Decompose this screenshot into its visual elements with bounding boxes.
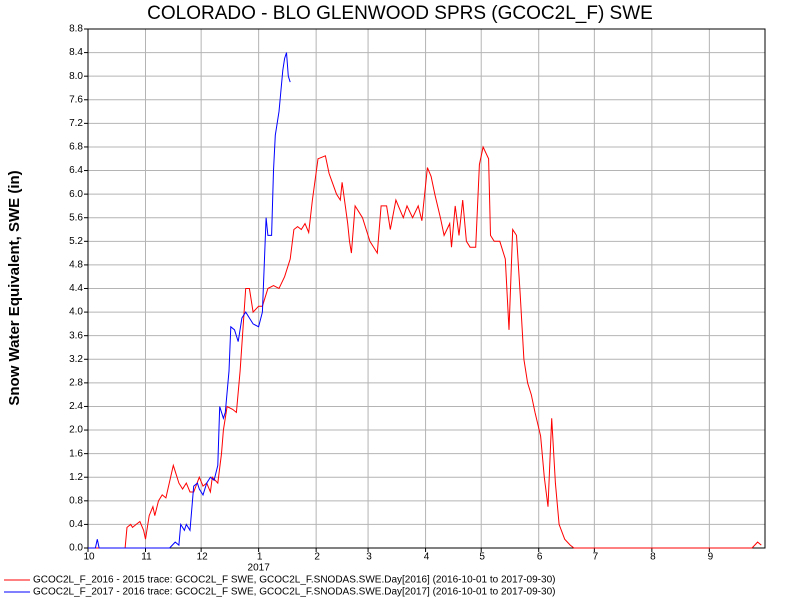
y-tick-label: 8.8: [69, 24, 83, 35]
y-tick-label: 4.4: [69, 283, 83, 294]
legend-label: GCOC2L_F_2016 - 2015 trace: GCOC2L_F SWE…: [33, 575, 555, 586]
y-tick-label: 0.8: [69, 495, 83, 506]
y-tick-label: 3.2: [69, 354, 83, 365]
y-tick-label: 6.0: [69, 189, 83, 200]
x-tick-label: 12: [197, 552, 209, 563]
x-tick-label: 4: [424, 552, 430, 563]
y-tick-label: 6.4: [69, 165, 83, 176]
y-tick-label: 4.8: [69, 260, 83, 271]
y-tick-label: 5.2: [69, 236, 83, 247]
x-tick-label: 5: [479, 552, 485, 563]
y-tick-label: 5.6: [69, 212, 83, 223]
y-tick-label: 3.6: [69, 330, 83, 341]
y-tick-label: 8.0: [69, 71, 83, 82]
y-tick-label: 4.0: [69, 307, 83, 318]
plot-frame: [87, 28, 766, 549]
y-tick-label: 2.0: [69, 425, 83, 436]
x-tick-label: 9: [708, 552, 714, 563]
data-line: [88, 145, 762, 549]
x-annotation: 2017: [248, 563, 271, 574]
y-axis-label: Snow Water Equivalent, SWE (in): [6, 170, 23, 405]
y-tick-label: 2.4: [69, 401, 83, 412]
y-tick-label: 7.2: [69, 118, 83, 129]
y-tick-label: 1.6: [69, 448, 83, 459]
y-tick-label: 0.4: [69, 519, 83, 530]
y-tick-label: 6.8: [69, 142, 83, 153]
x-tick-label: 11: [141, 552, 152, 563]
x-tick-label: 1: [257, 552, 263, 563]
chart-title: COLORADO - BLO GLENWOOD SPRS (GCOC2L_F) …: [147, 3, 653, 24]
y-tick-label: 8.4: [69, 47, 83, 58]
x-tick-label: 3: [366, 552, 372, 563]
legend-label: GCOC2L_F_2017 - 2016 trace: GCOC2L_F SWE…: [33, 587, 555, 598]
data-line: [88, 52, 291, 549]
y-tick-label: 1.2: [69, 472, 83, 483]
y-tick-label: 7.6: [69, 94, 83, 105]
x-tick-label: 8: [650, 552, 656, 563]
y-tick-label: 0.0: [69, 543, 83, 554]
x-tick-label: 10: [83, 552, 95, 563]
x-tick-label: 6: [537, 552, 543, 563]
y-tick-label: 2.8: [69, 378, 83, 389]
x-tick-label: 7: [593, 552, 599, 563]
x-tick-label: 2: [314, 552, 320, 563]
